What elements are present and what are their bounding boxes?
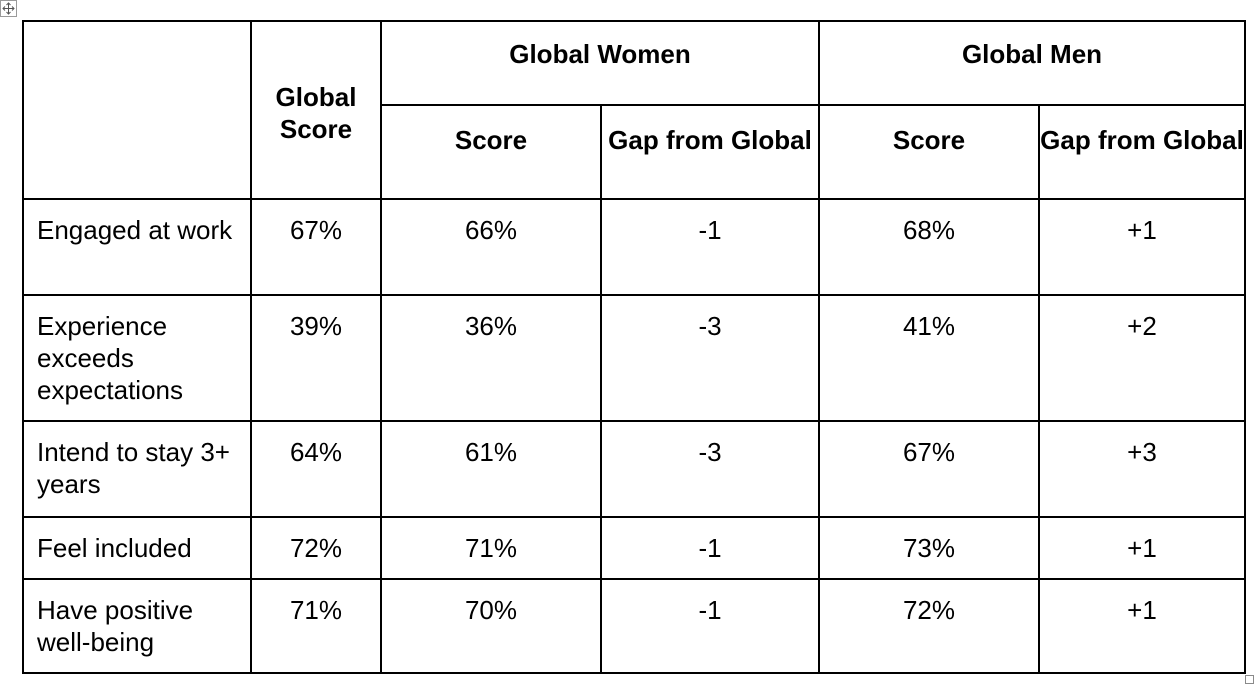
women-gap-cell: -1 <box>600 578 820 674</box>
table-row: Engaged at work 67% 66% -1 68% +1 <box>22 198 1246 296</box>
move-arrows-icon <box>2 2 15 15</box>
table-row: Intend to stay 3+ years 64% 61% -3 67% +… <box>22 420 1246 518</box>
women-score-cell: 70% <box>380 578 602 674</box>
women-gap-cell: -1 <box>600 516 820 580</box>
men-score-cell: 67% <box>818 420 1040 518</box>
header-women-score: Score <box>380 104 602 200</box>
table-row: Feel included 72% 71% -1 73% +1 <box>22 516 1246 580</box>
header-global-men: Global Men <box>818 20 1246 106</box>
men-score-cell: 41% <box>818 294 1040 422</box>
men-score-cell: 68% <box>818 198 1040 296</box>
men-gap-cell: +2 <box>1038 294 1246 422</box>
table-row: Have positive well-being 71% 70% -1 72% … <box>22 578 1246 674</box>
global-score-cell: 71% <box>250 578 382 674</box>
header-global-women: Global Women <box>380 20 820 106</box>
header-global-score: Global Score <box>250 20 382 200</box>
global-score-cell: 64% <box>250 420 382 518</box>
table-resize-handle[interactable] <box>1245 675 1254 684</box>
women-score-cell: 66% <box>380 198 602 296</box>
row-label: Feel included <box>22 516 252 580</box>
table-move-handle[interactable] <box>0 0 17 17</box>
men-score-cell: 72% <box>818 578 1040 674</box>
women-gap-cell: -1 <box>600 198 820 296</box>
women-gap-cell: -3 <box>600 420 820 518</box>
header-men-score: Score <box>818 104 1040 200</box>
women-score-cell: 61% <box>380 420 602 518</box>
women-score-cell: 71% <box>380 516 602 580</box>
men-gap-cell: +1 <box>1038 578 1246 674</box>
men-gap-cell: +3 <box>1038 420 1246 518</box>
row-label: Intend to stay 3+ years <box>22 420 252 518</box>
header-men-gap: Gap from Global <box>1038 104 1246 200</box>
corner-header-cell <box>22 20 252 200</box>
table-row: Experience exceeds expectations 39% 36% … <box>22 294 1246 422</box>
women-gap-cell: -3 <box>600 294 820 422</box>
men-gap-cell: +1 <box>1038 198 1246 296</box>
row-label: Engaged at work <box>22 198 252 296</box>
global-score-cell: 39% <box>250 294 382 422</box>
row-label: Have positive well-being <box>22 578 252 674</box>
global-score-cell: 72% <box>250 516 382 580</box>
women-score-cell: 36% <box>380 294 602 422</box>
results-table: Global Score Global Women Global Men Sco… <box>22 20 1246 674</box>
men-score-cell: 73% <box>818 516 1040 580</box>
global-score-cell: 67% <box>250 198 382 296</box>
row-label: Experience exceeds expectations <box>22 294 252 422</box>
men-gap-cell: +1 <box>1038 516 1246 580</box>
header-women-gap: Gap from Global <box>600 104 820 200</box>
